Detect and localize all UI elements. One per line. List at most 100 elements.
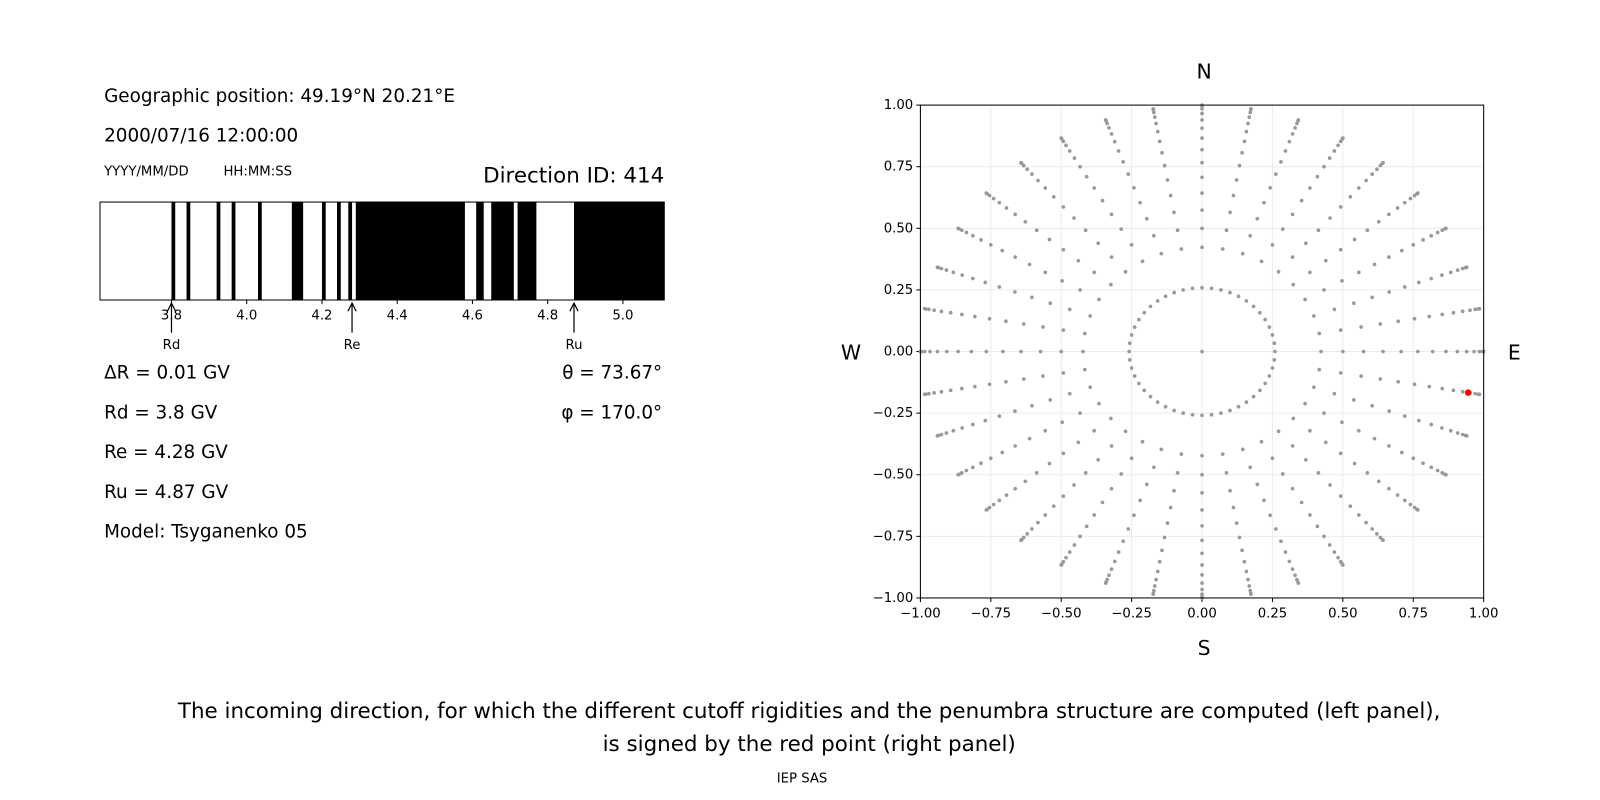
direction-point (1244, 129, 1249, 134)
direction-point (1440, 471, 1445, 475)
direction-point (1030, 403, 1034, 408)
direction-point (1103, 118, 1108, 122)
direction-point (1396, 379, 1400, 384)
direction-point (971, 422, 975, 427)
direction-point (960, 273, 965, 277)
direction-point (1084, 174, 1089, 179)
direction-point (1464, 349, 1469, 354)
direction-point (1375, 532, 1379, 536)
direction-point (1317, 331, 1322, 336)
direction-point (1132, 374, 1137, 378)
x-tick-label: −0.25 (1111, 606, 1152, 621)
direction-point (1242, 559, 1247, 564)
x-tick-label: 5.0 (612, 308, 633, 323)
forbidden-band (348, 202, 353, 300)
direction-point (1352, 301, 1356, 306)
direction-point (1132, 513, 1136, 518)
direction-point (1160, 548, 1164, 553)
direction-point (1023, 479, 1028, 484)
direction-point (1127, 349, 1131, 354)
direction-point (1402, 200, 1407, 205)
direction-point (1291, 416, 1296, 421)
cutoff-arrowhead (347, 301, 357, 312)
direction-point (1100, 198, 1105, 203)
compass-label: N (1196, 59, 1211, 83)
direction-point (1067, 550, 1072, 554)
direction-point (1415, 191, 1420, 195)
direction-point (1200, 508, 1204, 512)
direction-point (1109, 212, 1114, 217)
x-tick-label: −0.75 (971, 606, 1012, 621)
direction-point (1270, 456, 1275, 461)
x-tick-label: 0.25 (1258, 606, 1288, 621)
direction-point (1228, 488, 1232, 493)
direction-point (979, 238, 983, 242)
direction-point (1251, 304, 1256, 309)
direction-point (1387, 486, 1391, 491)
direction-point (1359, 374, 1363, 378)
direction-point (1299, 198, 1304, 203)
direction-point (1030, 172, 1034, 176)
direction-point (1061, 328, 1066, 332)
direction-point (956, 349, 960, 354)
direction-point (1200, 551, 1204, 556)
direction-point (922, 306, 927, 311)
direction-point (1019, 538, 1023, 543)
direction-point (1159, 447, 1164, 452)
direction-point (1338, 328, 1343, 332)
direction-point (1088, 314, 1093, 318)
direction-point (1440, 228, 1445, 233)
direction-point (987, 382, 992, 387)
direction-point (1137, 317, 1141, 322)
direction-point (1244, 299, 1249, 303)
direction-point (1412, 316, 1417, 321)
direction-point (1209, 412, 1214, 417)
caption: is signed by the red point (right panel) (603, 732, 1016, 757)
direction-point (1290, 486, 1295, 491)
direction-point (1429, 276, 1434, 281)
direction-point (1013, 212, 1018, 217)
direction-point (1263, 317, 1268, 322)
direction-point (1246, 121, 1250, 126)
direction-point (984, 191, 989, 195)
direction-point (1287, 139, 1292, 144)
direction-point (1048, 398, 1053, 402)
direction-point (1200, 453, 1204, 458)
direction-point (1402, 285, 1407, 289)
direction-point (1140, 439, 1145, 444)
direction-point (1240, 251, 1245, 256)
direction-point (1387, 409, 1392, 413)
direction-point (1038, 349, 1043, 354)
direction-point (1004, 319, 1008, 324)
y-tick-label: −0.75 (873, 529, 914, 544)
direction-point (997, 200, 1002, 205)
direction-point (1231, 193, 1236, 198)
direction-point (1287, 559, 1292, 564)
direction-point (1267, 325, 1272, 329)
direction-point (1273, 349, 1277, 354)
direction-point (1416, 418, 1421, 423)
direction-point (1047, 237, 1052, 242)
direction-point (1165, 178, 1170, 182)
direction-point (1200, 111, 1204, 116)
direction-point (1234, 521, 1239, 525)
direction-point (1352, 237, 1357, 242)
direction-point (1109, 567, 1114, 571)
direction-point (922, 349, 927, 354)
direction-point (1148, 394, 1153, 399)
direction-point (1464, 433, 1469, 438)
direction-point (1228, 290, 1232, 295)
direction-point (1047, 461, 1052, 466)
direction-point (1172, 290, 1176, 295)
direction-point (1283, 550, 1288, 554)
direction-point (960, 228, 964, 233)
direction-point (1248, 465, 1253, 470)
compass-label: E (1508, 341, 1521, 365)
direction-point (1076, 440, 1081, 445)
direction-point (1061, 451, 1066, 456)
direction-point (1308, 186, 1312, 190)
direction-point (1290, 132, 1295, 136)
direction-point (1381, 160, 1385, 165)
direction-point (1030, 527, 1034, 531)
date-hint: YYYY/MM/DD (103, 164, 189, 179)
